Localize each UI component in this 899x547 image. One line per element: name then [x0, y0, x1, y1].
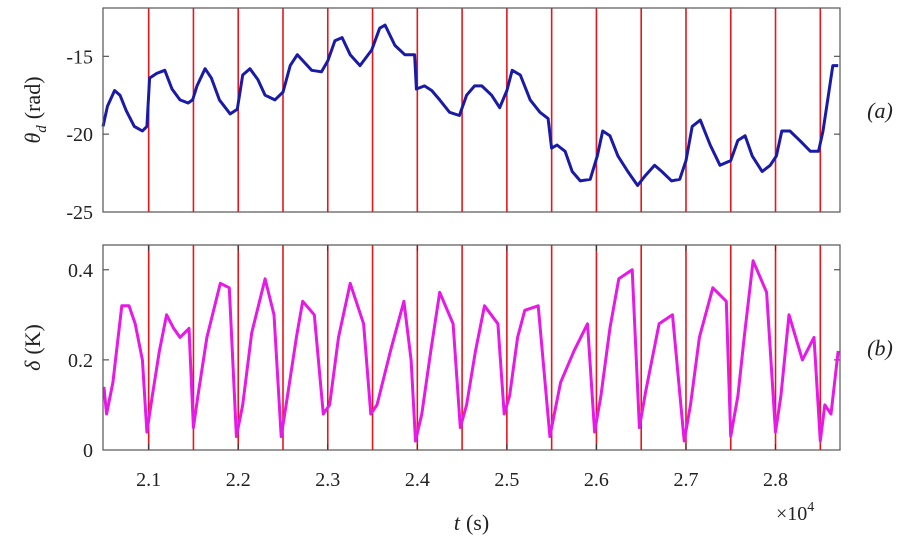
y-tick-label: 0.2 [68, 350, 93, 372]
x-tick-label: 2.3 [315, 469, 340, 491]
y-label-subscript: d [34, 125, 50, 133]
plot-frame [102, 244, 841, 451]
panel-label: (b) [867, 336, 893, 361]
panel-label: (a) [867, 98, 893, 123]
y-label-symbol: θ [20, 133, 45, 144]
y-tick-label: -15 [66, 46, 93, 68]
x-label-symbol: t [454, 510, 461, 535]
y-label-unit: (rad) [20, 76, 45, 119]
x-tick-label: 2.7 [673, 469, 698, 491]
y-label-symbol: δ [20, 360, 45, 371]
x-tick-label: 2.1 [136, 469, 161, 491]
x-multiplier: ×104 [776, 500, 814, 525]
multiplier-exponent: 4 [807, 500, 814, 515]
y-tick-label: -25 [66, 202, 93, 224]
y-axis-label: δ (K) [20, 324, 45, 371]
panel: -25 -20 -15 θd (rad) (a) [20, 7, 893, 224]
x-tick-label: 2.4 [405, 469, 430, 491]
x-tick-label: 2.5 [494, 469, 519, 491]
y-label-unit: (K) [20, 324, 45, 355]
x-axis-label: t (s) [454, 510, 489, 535]
y-tick-label: 0 [83, 440, 93, 462]
plot-frame [102, 7, 841, 213]
x-tick-label: 2.8 [763, 469, 788, 491]
x-label-unit: (s) [466, 510, 489, 535]
data-line [101, 23, 839, 187]
panel: 0 0.2 0.4 2.1 2.2 2.3 2.4 2.5 2.6 2.7 2.8 δ (K) (b) t(… [20, 244, 893, 535]
x-tick-label: 2.6 [584, 469, 609, 491]
data-line [102, 259, 840, 443]
multiplier-base: ×10 [776, 503, 807, 525]
y-axis-label: θd (rad) [20, 76, 50, 143]
y-tick-label: -20 [66, 124, 93, 146]
y-tick-label: 0.4 [68, 260, 93, 282]
x-tick-label: 2.2 [226, 469, 251, 491]
